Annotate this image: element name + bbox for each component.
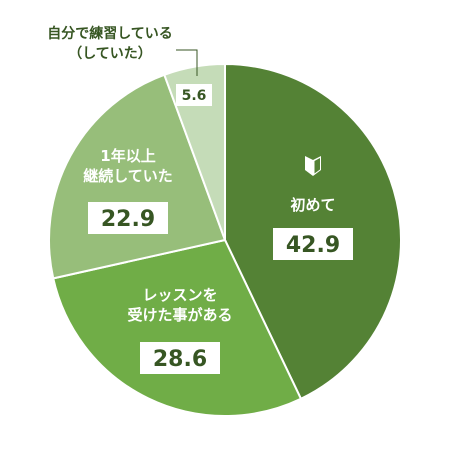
value-label-3: 5.6 <box>182 88 207 104</box>
pie-slice-1 <box>52 238 303 417</box>
pie-slice-3 <box>163 62 226 241</box>
value-label-2: 22.9 <box>101 207 155 232</box>
slice-label-1: 受けた事がある <box>127 306 232 324</box>
value-label-0: 42.9 <box>286 233 340 258</box>
leader-line <box>176 49 198 76</box>
value-box-1 <box>140 342 220 374</box>
value-box-2 <box>88 202 168 234</box>
slice-label-3: （していた） <box>68 46 152 62</box>
slice-label-2: 1年以上 <box>100 147 155 165</box>
value-label-1: 28.6 <box>153 347 207 372</box>
value-box-3 <box>176 84 212 106</box>
beginner-mark-icon <box>305 156 321 176</box>
slice-label-2: 継続していた <box>83 167 173 185</box>
slice-label-3: 自分で練習している <box>47 25 173 42</box>
slice-label-1: レッスンを <box>142 286 217 304</box>
slice-label-0: 初めて <box>290 196 335 214</box>
value-box-0 <box>273 228 353 260</box>
